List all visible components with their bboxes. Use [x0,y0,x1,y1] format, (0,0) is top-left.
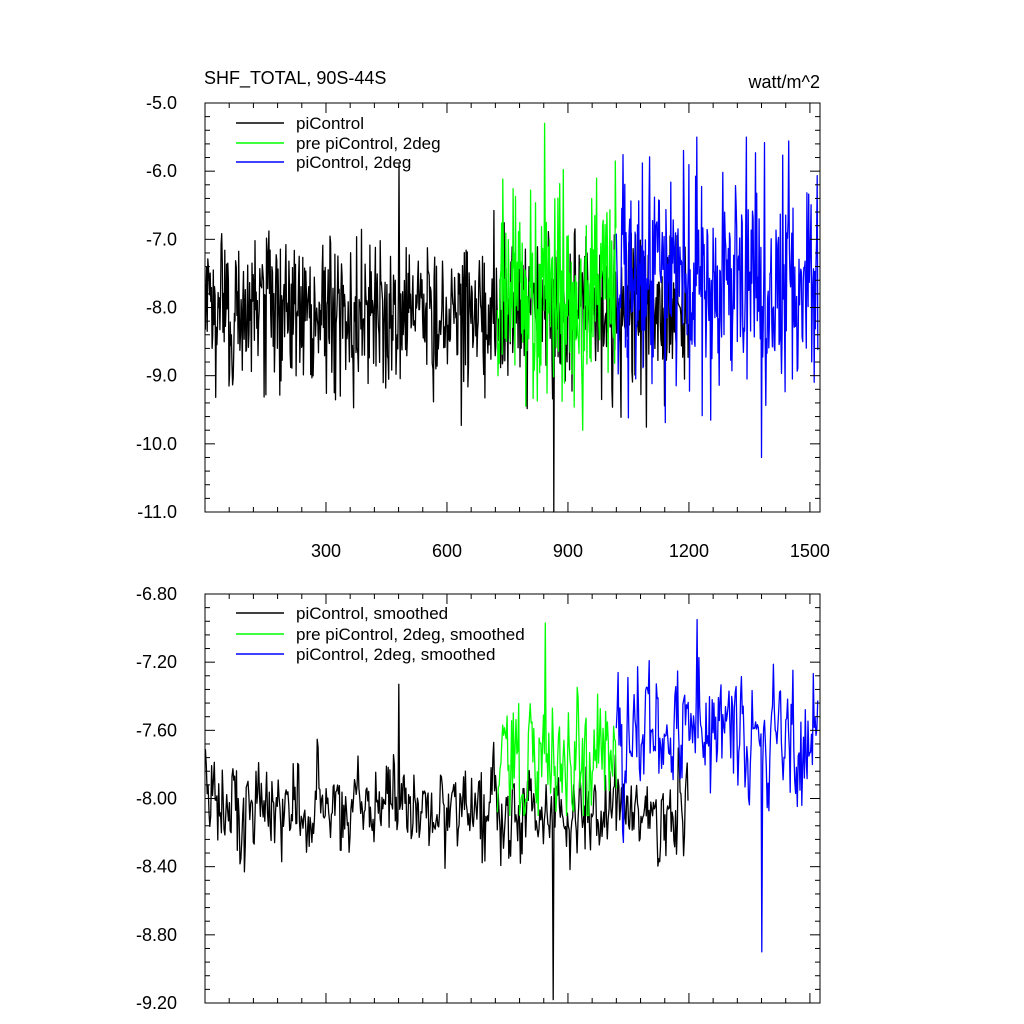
legend-label-pre-picontrol-2deg: pre piControl, 2deg [296,134,441,153]
y-tick-label: -8.80 [136,925,177,945]
y-tick-label: -6.80 [136,584,177,604]
y-tick-label: -9.20 [136,993,177,1013]
bottom-panel-ticks: -6.80 -7.20 -7.60 -8.00 -8.40 -8.80 -9.20 [136,584,820,1013]
legend-label-picontrol: piControl [296,114,364,133]
top-panel-series [204,122,819,513]
top-panel: SHF_TOTAL, 90S-44S watt/m^2 -5.0 -6.0 -7.0… [136,68,830,561]
x-tick-label: 1500 [790,541,830,561]
y-tick-label: -8.00 [136,789,177,809]
y-tick-label: -11.0 [137,502,177,522]
top-panel-title: SHF_TOTAL, 90S-44S [204,68,386,89]
y-tick-label: -7.60 [136,720,177,740]
bottom-panel: -6.80 -7.20 -7.60 -8.00 -8.40 -8.80 -9.20 piCo… [136,584,821,1013]
series-line-picontrol-smoothed [204,683,689,1001]
y-tick-label: -8.40 [136,857,177,877]
y-tick-label: -7.20 [136,652,177,672]
top-panel-ticks: -5.0 -6.0 -7.0 -8.0 -9.0 -10.0 -11.0 300 600 900 1… [136,93,830,561]
y-tick-label: -5.0 [146,93,177,113]
x-tick-label: 900 [553,541,583,561]
legend-label-picontrol-2deg-smoothed: piControl, 2deg, smoothed [296,645,495,664]
series-line-picontrol-2deg-smoothed [615,618,819,953]
top-panel-legend: piControl pre piControl, 2deg piControl,… [236,114,441,172]
y-tick-label: -7.0 [146,229,177,249]
series-line-pre-picontrol-2deg [496,122,617,431]
legend-label-picontrol-smoothed: piControl, smoothed [296,604,448,623]
x-tick-label: 600 [432,541,462,561]
series-line-pre-picontrol-2deg-smoothed [496,622,617,817]
legend-label-pre-picontrol-2deg-smoothed: pre piControl, 2deg, smoothed [296,625,525,644]
x-tick-label: 1200 [669,541,709,561]
y-tick-label: -6.0 [146,161,177,181]
legend-label-picontrol-2deg: piControl, 2deg [296,153,411,172]
y-tick-label: -8.0 [146,298,177,318]
bottom-panel-series [204,618,819,1001]
x-tick-label: 300 [311,541,341,561]
bottom-panel-legend: piControl, smoothed pre piControl, 2deg,… [236,604,525,664]
y-tick-label: -9.0 [146,366,177,386]
top-panel-units: watt/m^2 [748,72,820,92]
series-line-picontrol-2deg [615,136,819,459]
y-tick-label: -10.0 [136,434,177,454]
